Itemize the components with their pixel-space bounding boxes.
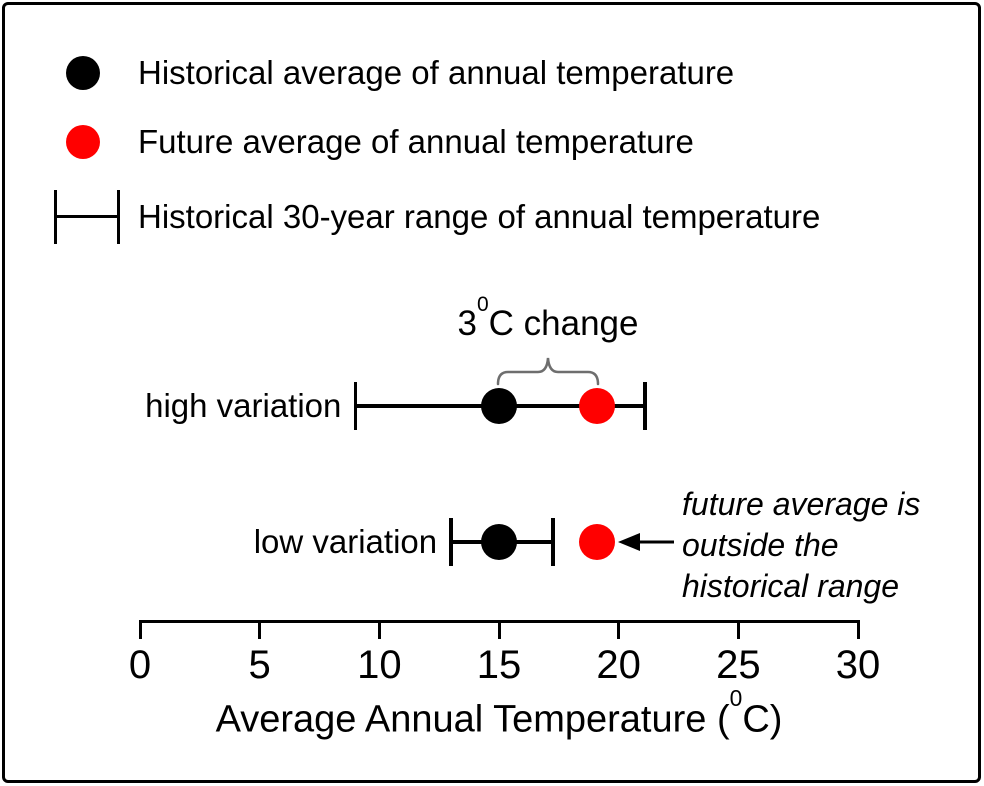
- legend-future-label: Future average of annual temperature: [138, 123, 694, 160]
- legend-item-historical: Historical average of annual temperature: [50, 45, 734, 101]
- outside-note-line: historical range: [682, 568, 899, 604]
- axis-tick: [617, 621, 621, 639]
- future-dot-icon: [66, 125, 100, 159]
- outside-note-line: future average is: [682, 486, 921, 522]
- degree-superscript: 0: [729, 685, 743, 712]
- axis-tick: [258, 621, 262, 639]
- axis-tick: [497, 621, 501, 639]
- x-axis-title-text: Average Annual Temperature (: [215, 698, 730, 741]
- x-axis-line: [139, 620, 860, 623]
- legend-historical-label: Historical average of annual temperature: [138, 54, 735, 91]
- axis-tick-label: 10: [357, 643, 402, 687]
- outside-note-line: outside the: [682, 527, 839, 563]
- range-bar-icon: [54, 190, 120, 244]
- range-cap-left: [353, 382, 358, 430]
- axis-tick: [138, 621, 142, 639]
- axis-tick-label: 5: [248, 643, 271, 687]
- legend-symbol-cell: [50, 125, 138, 159]
- legend-item-range: Historical 30-year range of annual tempe…: [50, 189, 820, 245]
- axis-tick-label: 20: [596, 643, 641, 687]
- historical-average-dot: [481, 388, 517, 424]
- row-label: low variation: [253, 523, 438, 560]
- axis-tick-label: 0: [128, 643, 152, 687]
- axis-tick-label: 30: [835, 643, 881, 687]
- change-value: 3: [457, 304, 477, 343]
- outside-range-note: future average is outside the historical…: [682, 484, 920, 607]
- axis-tick-label: 25: [716, 643, 761, 687]
- change-annotation: 30C change: [457, 293, 639, 344]
- row-label: high variation: [145, 387, 342, 424]
- range-cap-right: [551, 518, 555, 566]
- future-average-dot: [579, 388, 616, 424]
- legend-symbol-cell: [50, 56, 138, 90]
- legend-range-label: Historical 30-year range of annual tempe…: [138, 198, 821, 235]
- future-average-dot: [579, 524, 616, 560]
- axis-tick: [377, 621, 381, 639]
- legend-item-future: Future average of annual temperature: [50, 114, 694, 170]
- chart-canvas: Historical average of annual temperature…: [5, 5, 978, 780]
- brace-icon: [496, 357, 600, 386]
- axis-tick-label: 15: [476, 643, 522, 687]
- arrow-left-icon: [618, 533, 674, 551]
- x-axis-title-unit: C): [742, 698, 783, 741]
- historical-average-dot: [481, 524, 517, 560]
- axis-tick: [856, 621, 860, 639]
- historical-dot-icon: [66, 56, 100, 90]
- legend-symbol-cell: [50, 190, 138, 244]
- plot-area: 0 5 10 15 20 25 30 high variation low variation: [5, 5, 978, 780]
- axis-tick: [736, 621, 740, 639]
- range-cap-left: [449, 518, 453, 566]
- x-axis-title: Average Annual Temperature (0C): [215, 685, 783, 742]
- range-cap-right: [643, 382, 647, 430]
- change-text: C change: [488, 304, 639, 343]
- degree-superscript: 0: [476, 293, 489, 317]
